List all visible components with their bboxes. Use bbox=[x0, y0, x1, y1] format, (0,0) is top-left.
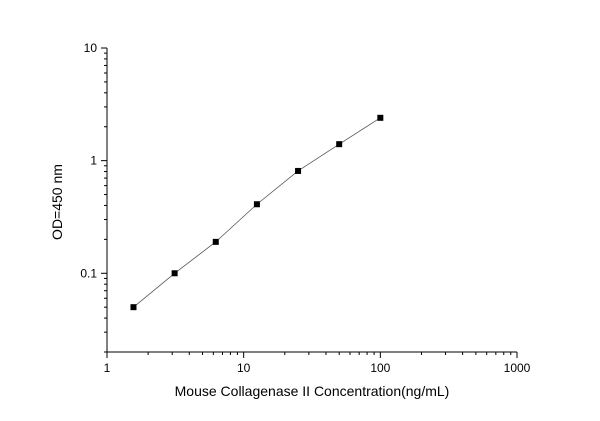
data-point bbox=[171, 270, 178, 277]
x-axis-title: Mouse Collagenase II Concentration(ng/mL… bbox=[175, 383, 450, 399]
series bbox=[130, 114, 384, 311]
data-point bbox=[336, 141, 343, 148]
y-tick-label: 10 bbox=[84, 41, 98, 55]
data-point bbox=[295, 167, 302, 174]
series-line bbox=[133, 117, 381, 308]
x-tick-label: 10 bbox=[237, 361, 251, 375]
y-tick-label: 1 bbox=[90, 154, 97, 168]
ticks: 1 10 100 1000 0.1 1 10 bbox=[80, 41, 530, 375]
data-point bbox=[130, 304, 137, 311]
data-point bbox=[212, 238, 219, 245]
x-tick-label: 100 bbox=[370, 361, 390, 375]
axes bbox=[106, 48, 517, 353]
y-axis-title: OD=450 nm bbox=[49, 164, 65, 240]
data-point bbox=[377, 114, 384, 121]
x-tick-label: 1000 bbox=[504, 361, 531, 375]
data-point bbox=[253, 201, 260, 208]
y-tick-label: 0.1 bbox=[80, 266, 97, 280]
x-tick-label: 1 bbox=[104, 361, 111, 375]
